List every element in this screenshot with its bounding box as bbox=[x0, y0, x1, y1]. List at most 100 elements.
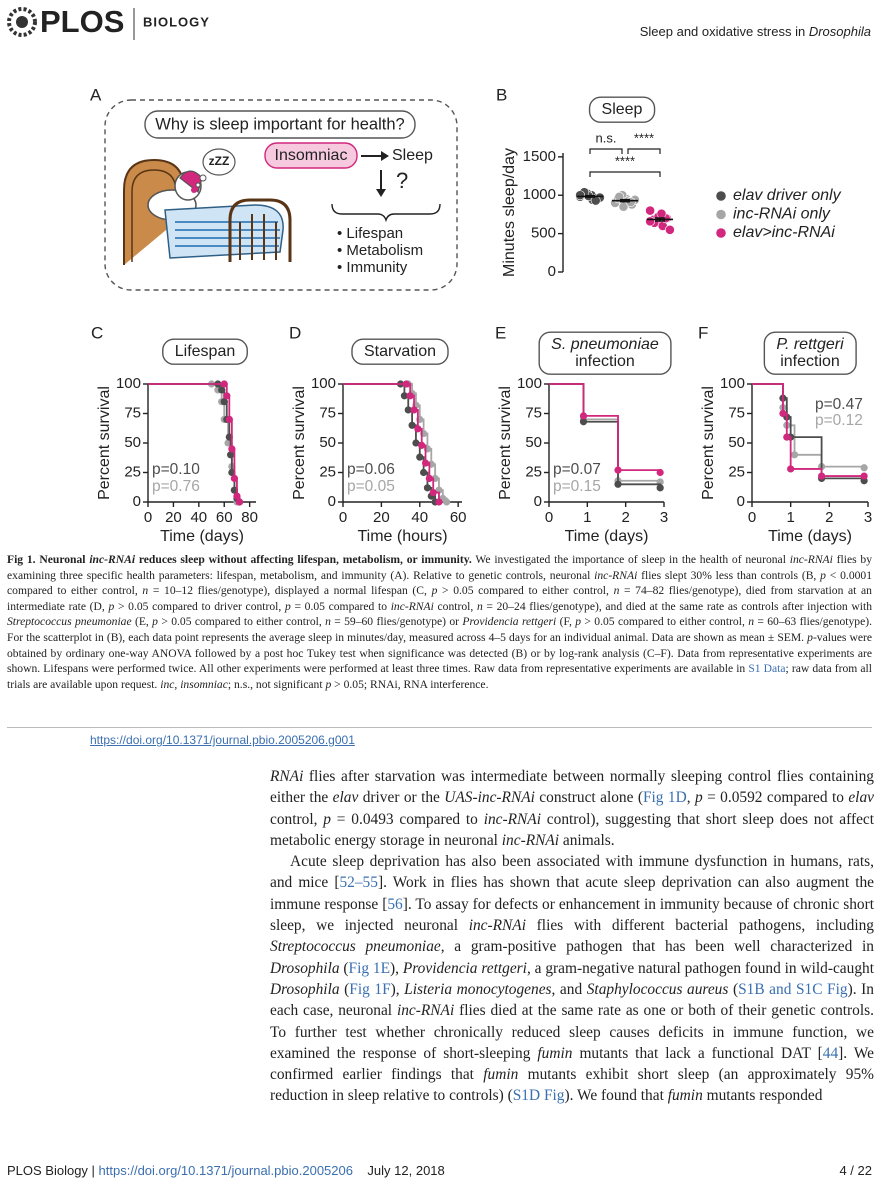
censor-dot bbox=[400, 392, 409, 400]
logo-text: PLOS bbox=[40, 4, 124, 39]
censor-dot bbox=[579, 412, 588, 420]
text-run: control, bbox=[433, 599, 477, 613]
censor-dot bbox=[402, 380, 410, 388]
significance-label: n.s. bbox=[596, 130, 617, 145]
text-run: p bbox=[575, 615, 582, 629]
link[interactable]: 56 bbox=[387, 895, 403, 913]
significance-bracket bbox=[627, 148, 661, 154]
p-value: p=0.12 bbox=[815, 412, 863, 429]
text-run: p bbox=[820, 568, 826, 582]
text-run: UAS-inc-RNAi bbox=[444, 789, 535, 807]
y-tick-label: 0 bbox=[534, 493, 542, 510]
legend-label: elav>inc-RNAi bbox=[733, 224, 835, 241]
link[interactable]: 52–55 bbox=[339, 874, 378, 892]
x-tick-label: 0 bbox=[545, 509, 553, 526]
censor-dot bbox=[406, 392, 414, 400]
legend-dot bbox=[716, 191, 726, 201]
footer-doi[interactable]: https://doi.org/10.1371/journal.pbio.200… bbox=[98, 1163, 353, 1178]
text-run: (F, bbox=[556, 615, 576, 629]
data-point bbox=[645, 205, 655, 216]
text-run: flies died at the same rate as one or bo… bbox=[270, 1002, 874, 1062]
censor-dot bbox=[614, 480, 622, 488]
censor-dot bbox=[425, 474, 433, 482]
text-run: elav bbox=[332, 789, 359, 807]
censor-dot bbox=[443, 498, 451, 506]
text-run: > 0.05 compared to either control, bbox=[437, 584, 614, 598]
text-run: p bbox=[325, 677, 332, 691]
data-point bbox=[575, 190, 585, 201]
censor-dot bbox=[228, 445, 236, 453]
y-tick-label: 75 bbox=[525, 404, 542, 421]
text-run: ( bbox=[728, 980, 739, 998]
x-tick-label: 2 bbox=[825, 509, 833, 526]
panel-title: Starvation bbox=[351, 338, 449, 365]
link[interactable]: Fig 1F bbox=[349, 980, 391, 998]
text-run: flies by examining three specific health… bbox=[7, 553, 872, 582]
text-run: inc-RNAi bbox=[390, 599, 434, 613]
text-run: Providencia rettgeri bbox=[402, 959, 527, 977]
censor-dot bbox=[779, 409, 787, 418]
journal-name: BIOLOGY bbox=[143, 14, 210, 29]
arrow-head bbox=[381, 151, 389, 161]
y-tick-label: 500 bbox=[531, 225, 556, 242]
y-tick-label: 75 bbox=[319, 404, 336, 421]
censor-dot bbox=[656, 468, 664, 477]
censor-dot bbox=[408, 421, 416, 429]
text-run: p bbox=[807, 630, 813, 644]
sem-bar bbox=[655, 217, 665, 222]
link[interactable]: Fig 1D bbox=[642, 789, 687, 807]
text-run: reduces sleep without affecting lifespan… bbox=[135, 553, 472, 566]
censor-dot bbox=[420, 468, 428, 477]
x-tick-label: 20 bbox=[165, 509, 182, 526]
link[interactable]: S1D Fig bbox=[512, 1087, 565, 1105]
censor-dot bbox=[226, 451, 235, 459]
panel-title-text: P. rettgeri bbox=[776, 336, 844, 353]
text-run: ]. We confirmed earlier findings that bbox=[270, 1044, 874, 1084]
link[interactable]: S1B and S1C Fig bbox=[738, 980, 848, 998]
text-run: = 20–24 flies/genotype), and died at the… bbox=[482, 599, 872, 613]
outcome: • Lifespan bbox=[337, 225, 403, 242]
x-tick-label: 60 bbox=[450, 509, 467, 526]
outcome: • Metabolism bbox=[337, 242, 423, 259]
y-tick-label: 100 bbox=[116, 375, 141, 392]
censor-dot bbox=[860, 472, 868, 480]
text-run: ( bbox=[339, 980, 350, 998]
censor-dot bbox=[579, 418, 588, 426]
text-run: inc-RNAi bbox=[501, 831, 560, 849]
footer-journal: PLOS Biology | bbox=[7, 1163, 99, 1178]
text-run: p bbox=[431, 584, 438, 598]
link[interactable]: Fig 1E bbox=[348, 959, 391, 977]
y-tick-label: 0 bbox=[328, 493, 336, 510]
y-tick-label: 1500 bbox=[523, 148, 556, 165]
outcome: • Immunity bbox=[337, 259, 408, 276]
text-run: mutants responded bbox=[702, 1087, 823, 1105]
censor-dot bbox=[783, 433, 791, 441]
panel-title-text: infection bbox=[575, 353, 635, 370]
text-run: inc-RNAi bbox=[594, 568, 638, 582]
insomniac-label: Insomniac bbox=[275, 147, 348, 164]
y-tick-label: 50 bbox=[124, 434, 141, 451]
data-point bbox=[645, 216, 655, 227]
link[interactable]: 44 bbox=[822, 1044, 839, 1062]
text-run: ). In each case, neuronal bbox=[270, 980, 874, 1020]
panel-title: Sleep bbox=[588, 96, 656, 123]
y-tick-label: 0 bbox=[548, 263, 556, 280]
panel-letter: F bbox=[698, 323, 708, 342]
text-run: > 0.05 compared to either control, bbox=[581, 615, 749, 629]
p-value: p=0.10 bbox=[152, 461, 200, 478]
panel-letter: A bbox=[90, 85, 102, 104]
y-tick-label: 0 bbox=[737, 493, 745, 510]
text-run: = 74–82 flies/genotype), died from starv… bbox=[7, 584, 872, 613]
censor-dot bbox=[404, 406, 412, 414]
text-run: Drosophila bbox=[270, 980, 340, 998]
p-value: p=0.76 bbox=[152, 478, 200, 495]
link[interactable]: S1 Data bbox=[748, 662, 786, 676]
arrow-head bbox=[376, 189, 386, 197]
y-axis-label: Percent survival bbox=[497, 386, 514, 500]
censor-dot bbox=[218, 386, 226, 394]
figure-doi[interactable]: https://doi.org/10.1371/journal.pbio.200… bbox=[90, 733, 355, 747]
text-run: , and bbox=[551, 980, 587, 998]
text-run: ), bbox=[390, 980, 405, 998]
legend-dot bbox=[716, 209, 726, 220]
